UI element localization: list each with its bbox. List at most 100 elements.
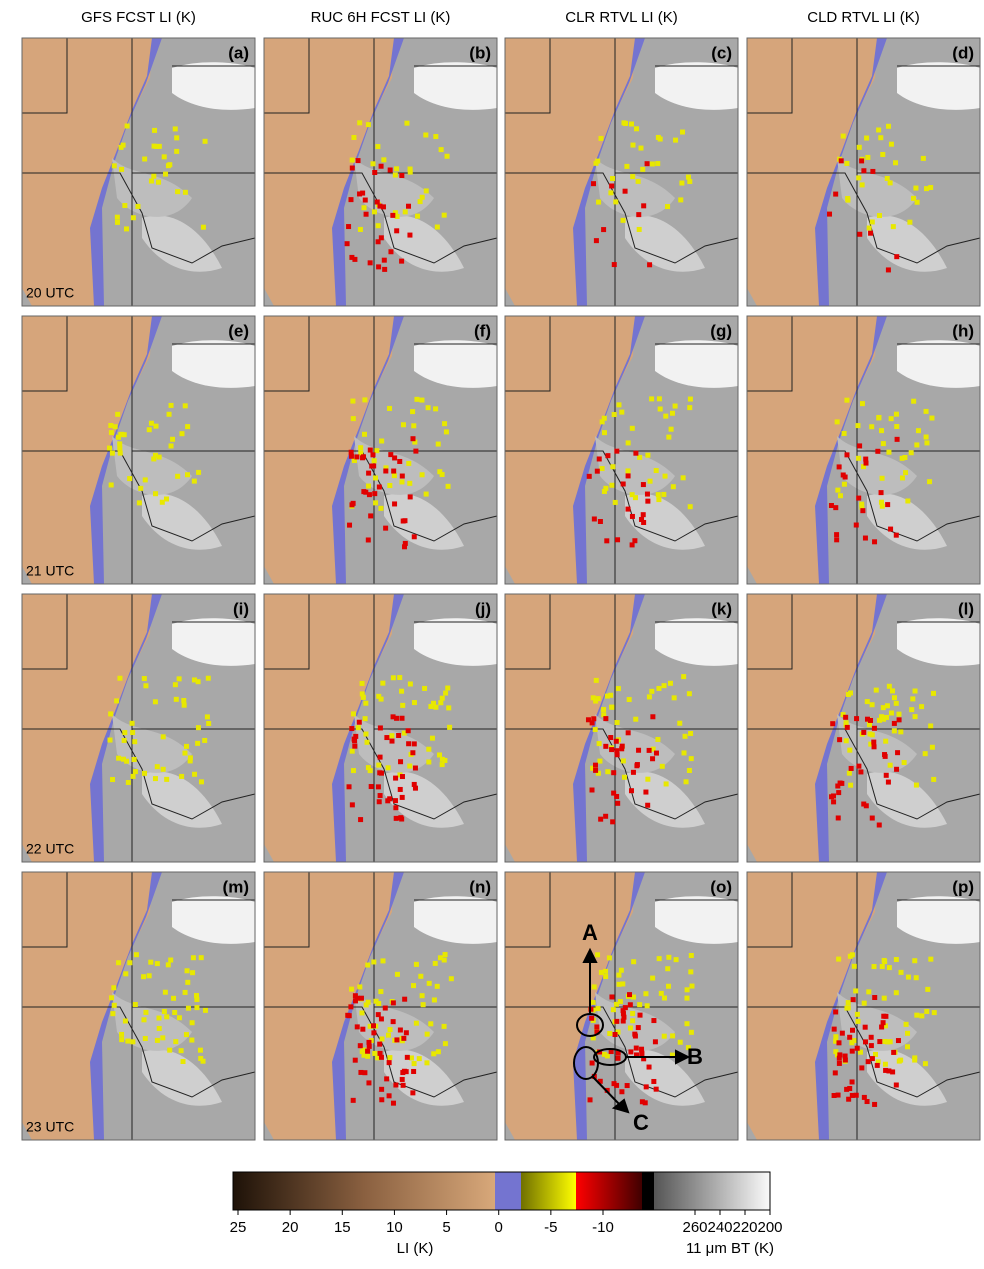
yellow-pixel: [687, 179, 693, 185]
yellow-pixel: [834, 419, 840, 425]
yellow-pixel: [426, 980, 432, 986]
yellow-pixel: [856, 144, 862, 150]
yellow-pixel: [152, 127, 158, 133]
basemap: [21, 871, 256, 1141]
yellow-pixel: [132, 1002, 138, 1008]
red-pixel: [379, 1097, 385, 1103]
yellow-pixel: [156, 179, 162, 185]
panel-label: (l): [958, 599, 974, 618]
red-pixel: [397, 1027, 403, 1033]
yellow-pixel: [116, 960, 122, 966]
red-pixel: [394, 228, 400, 234]
red-pixel: [399, 794, 405, 800]
red-pixel: [396, 732, 402, 738]
red-pixel: [847, 1085, 853, 1091]
yellow-pixel: [912, 688, 918, 694]
yellow-pixel: [434, 983, 440, 989]
yellow-pixel: [447, 724, 453, 730]
red-pixel: [853, 1092, 859, 1098]
basemap: [504, 871, 739, 1141]
yellow-pixel: [165, 962, 171, 968]
red-pixel: [872, 1101, 878, 1107]
yellow-pixel: [902, 454, 908, 460]
red-pixel: [383, 525, 389, 531]
red-pixel: [835, 1092, 841, 1098]
yellow-pixel: [172, 682, 178, 688]
yellow-pixel: [633, 716, 639, 722]
red-pixel: [390, 1100, 396, 1106]
yellow-pixel: [883, 738, 889, 744]
yellow-pixel: [445, 685, 451, 691]
yellow-pixel: [924, 440, 930, 446]
yellow-pixel: [195, 679, 201, 685]
yellow-pixel: [154, 1037, 160, 1043]
yellow-pixel: [688, 969, 694, 975]
yellow-pixel: [899, 475, 905, 481]
yellow-pixel: [115, 411, 121, 417]
yellow-pixel: [678, 197, 684, 203]
red-pixel: [827, 211, 833, 217]
yellow-pixel: [893, 411, 899, 417]
yellow-pixel: [160, 734, 166, 740]
yellow-pixel: [841, 430, 847, 436]
red-pixel: [639, 1046, 645, 1052]
yellow-pixel: [882, 1061, 888, 1067]
red-pixel: [625, 506, 631, 512]
yellow-pixel: [688, 730, 694, 736]
yellow-pixel: [911, 195, 917, 201]
yellow-pixel: [400, 422, 406, 428]
yellow-pixel: [887, 180, 893, 186]
yellow-pixel: [687, 396, 693, 402]
red-pixel: [390, 1019, 396, 1025]
yellow-pixel: [130, 215, 136, 221]
yellow-pixel: [614, 720, 620, 726]
basemap: [504, 593, 739, 863]
red-pixel: [839, 780, 845, 786]
red-pixel: [376, 799, 382, 805]
red-pixel: [868, 230, 874, 236]
yellow-pixel: [424, 1031, 430, 1037]
yellow-pixel: [656, 396, 662, 402]
yellow-pixel: [840, 133, 846, 139]
yellow-pixel: [666, 954, 672, 960]
red-pixel: [835, 783, 841, 789]
yellow-pixel: [143, 683, 149, 689]
yellow-pixel: [879, 428, 885, 434]
yellow-pixel: [111, 985, 117, 991]
yellow-pixel: [929, 744, 935, 750]
map-panel: (h): [746, 315, 981, 585]
yellow-pixel: [833, 1038, 839, 1044]
yellow-pixel: [376, 693, 382, 699]
yellow-pixel: [167, 162, 173, 168]
yellow-pixel: [152, 776, 158, 782]
red-pixel: [388, 249, 394, 255]
column-header: GFS FCST LI (K): [81, 9, 196, 26]
panel-label: (k): [711, 599, 732, 618]
yellow-pixel: [408, 1055, 414, 1061]
yellow-pixel: [636, 226, 642, 232]
red-pixel: [398, 815, 404, 821]
yellow-pixel: [180, 1058, 186, 1064]
yellow-pixel: [130, 730, 136, 736]
red-pixel: [628, 1049, 634, 1055]
red-pixel: [346, 224, 352, 230]
red-pixel: [647, 262, 653, 268]
yellow-pixel: [174, 135, 180, 141]
red-pixel: [640, 512, 646, 518]
yellow-pixel: [122, 203, 128, 209]
yellow-pixel: [152, 699, 158, 705]
yellow-pixel: [615, 1029, 621, 1035]
red-pixel: [834, 532, 840, 538]
yellow-pixel: [626, 697, 632, 703]
yellow-pixel: [444, 153, 450, 159]
red-pixel: [377, 754, 383, 760]
red-pixel: [871, 725, 877, 731]
yellow-pixel: [868, 741, 874, 747]
yellow-pixel: [192, 771, 198, 777]
yellow-pixel: [662, 473, 668, 479]
yellow-pixel: [864, 699, 870, 705]
yellow-pixel: [122, 1018, 128, 1024]
yellow-pixel: [618, 967, 624, 973]
red-pixel: [644, 161, 650, 167]
red-pixel: [372, 491, 378, 497]
